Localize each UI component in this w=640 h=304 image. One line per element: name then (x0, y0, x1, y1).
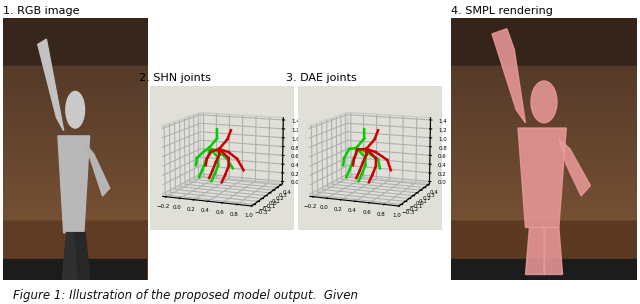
Polygon shape (62, 233, 77, 280)
Polygon shape (76, 233, 90, 280)
Polygon shape (451, 259, 637, 280)
Polygon shape (3, 259, 147, 280)
Text: 3. DAE joints: 3. DAE joints (286, 73, 357, 82)
Ellipse shape (531, 81, 557, 123)
Text: 4. SMPL rendering: 4. SMPL rendering (451, 6, 553, 16)
Polygon shape (518, 128, 566, 227)
Polygon shape (492, 29, 525, 123)
Text: 2. SHN joints: 2. SHN joints (139, 73, 211, 82)
Polygon shape (544, 227, 563, 275)
Ellipse shape (66, 92, 84, 128)
Text: 1. RGB image: 1. RGB image (3, 6, 80, 16)
Polygon shape (58, 136, 90, 233)
Polygon shape (85, 144, 110, 196)
Text: Figure 1: Illustration of the proposed model output.  Given: Figure 1: Illustration of the proposed m… (13, 289, 358, 302)
Polygon shape (525, 227, 544, 275)
Polygon shape (559, 139, 590, 196)
Polygon shape (38, 39, 64, 131)
